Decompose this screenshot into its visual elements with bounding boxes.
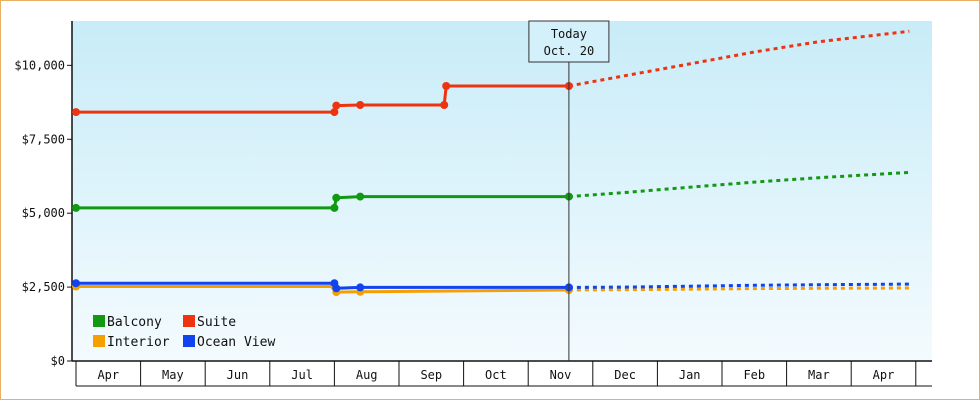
x-tick-label: Nov — [550, 368, 572, 382]
ocean-view-forecast-line — [568, 282, 910, 289]
plot-area — [72, 21, 932, 361]
legend-swatch-balcony — [93, 315, 105, 327]
suite-forecast-line — [568, 29, 910, 88]
y-tick-label: $5,000 — [22, 206, 65, 220]
legend-swatch-ocean-view — [183, 335, 195, 347]
today-label: Today — [551, 27, 587, 41]
x-tick-label: Apr — [97, 368, 119, 382]
today-marker: Today Oct. 20 — [528, 20, 610, 361]
x-tick-label: Mar — [808, 368, 830, 382]
legend-swatch-suite — [183, 315, 195, 327]
x-tick-label: Aug — [356, 368, 378, 382]
balcony-data-point — [330, 203, 339, 212]
balcony-data-point — [72, 203, 80, 212]
y-tick-label: $2,500 — [22, 280, 65, 294]
balcony-data-point — [356, 192, 365, 201]
y-tick-label: $0 — [51, 354, 65, 368]
suite-data-point — [332, 101, 341, 110]
suite-data-point — [440, 101, 449, 109]
legend: Balcony Suite Interior Ocean View — [93, 315, 275, 350]
legend-label-suite: Suite — [197, 315, 236, 330]
legend-label-balcony: Balcony — [107, 315, 162, 330]
x-tick-label: Oct — [485, 368, 507, 382]
suite-data-point — [356, 101, 365, 109]
x-tick-label: Apr — [873, 368, 895, 382]
y-axis: $0 $2,500 $5,000 $7,500 $10,000 — [14, 21, 73, 368]
ocean-view-data-point — [332, 284, 341, 293]
x-tick-label: Feb — [743, 368, 765, 382]
interior-forecast-line — [568, 286, 910, 292]
series-lines — [72, 29, 910, 297]
y-tick-label: $10,000 — [14, 58, 65, 72]
ocean-view-data-point — [72, 279, 80, 288]
suite-data-point — [72, 108, 80, 117]
today-box — [528, 20, 610, 63]
legend-swatch-interior — [93, 335, 105, 347]
suite-data-point — [330, 108, 339, 117]
today-date: Oct. 20 — [544, 44, 595, 58]
y-tick-label: $7,500 — [22, 132, 65, 146]
x-axis: Apr May Jun Jul Aug Sep Oct Nov Dec Jan Feb Mar Apr — [72, 360, 932, 387]
legend-label-ocean-view: Ocean View — [197, 335, 275, 350]
x-tick-label: Jan — [679, 368, 701, 382]
suite-data-point — [442, 82, 451, 90]
x-tick-label: Jul — [291, 368, 313, 382]
x-tick-label: Jun — [227, 368, 249, 382]
x-tick-label: Sep — [420, 368, 442, 382]
x-tick-label: May — [162, 368, 184, 382]
x-tick-label: Dec — [614, 368, 636, 382]
legend-label-interior: Interior — [107, 335, 170, 350]
balcony-forecast-line — [568, 170, 910, 199]
balcony-data-point — [332, 193, 341, 202]
ocean-view-data-point — [356, 283, 365, 292]
